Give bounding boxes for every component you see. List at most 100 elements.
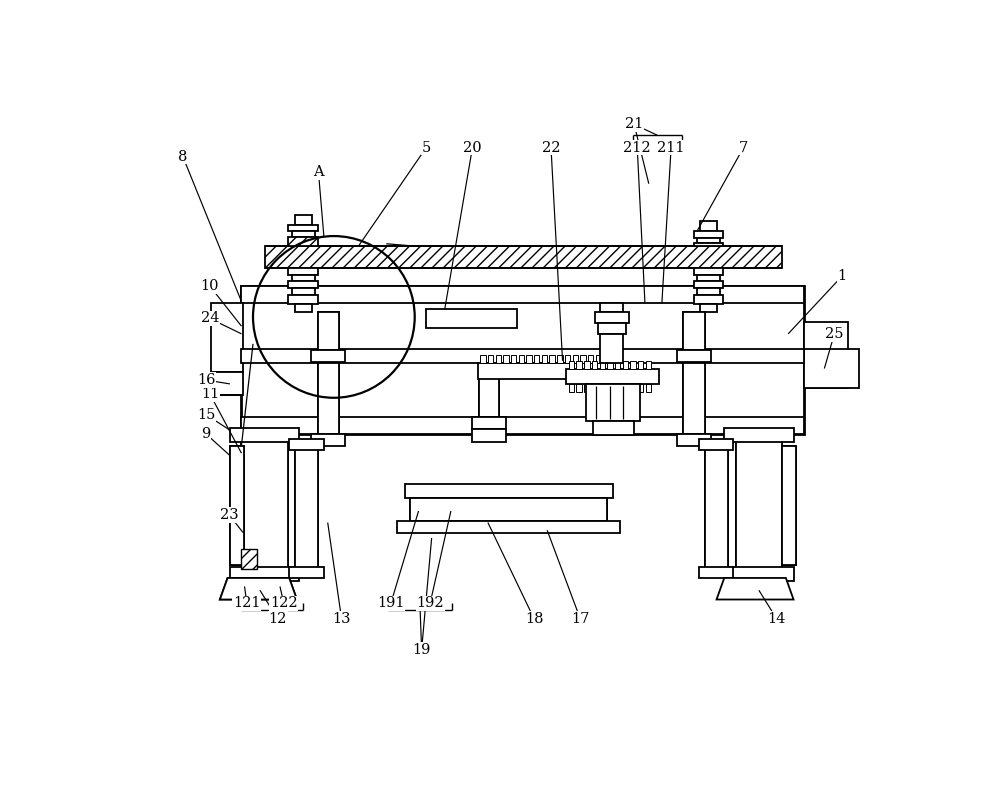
- Bar: [683, 312, 705, 350]
- Bar: [230, 427, 299, 442]
- Bar: [549, 355, 555, 363]
- Bar: [292, 274, 315, 281]
- Bar: [503, 355, 509, 363]
- Bar: [782, 446, 796, 565]
- Bar: [700, 220, 717, 231]
- Text: 211: 211: [657, 140, 685, 155]
- Bar: [694, 243, 723, 246]
- Bar: [295, 446, 318, 573]
- Text: 17: 17: [571, 611, 589, 626]
- Text: 22: 22: [542, 140, 560, 155]
- Text: 24: 24: [201, 312, 219, 325]
- Bar: [694, 268, 723, 274]
- Bar: [592, 384, 597, 392]
- Bar: [318, 312, 339, 350]
- Bar: [542, 355, 547, 363]
- Bar: [588, 355, 593, 363]
- Bar: [697, 274, 720, 281]
- Bar: [630, 361, 636, 369]
- Bar: [615, 361, 620, 369]
- Bar: [700, 304, 717, 312]
- Bar: [288, 268, 318, 274]
- Bar: [534, 355, 539, 363]
- Bar: [288, 281, 318, 288]
- Bar: [519, 355, 524, 363]
- Text: 5: 5: [422, 140, 431, 155]
- Bar: [699, 567, 733, 578]
- Bar: [638, 361, 643, 369]
- Bar: [241, 434, 288, 573]
- Bar: [677, 434, 711, 446]
- Bar: [295, 446, 318, 573]
- Text: 14: 14: [767, 611, 786, 626]
- Bar: [697, 288, 720, 294]
- Bar: [611, 355, 616, 363]
- Bar: [496, 355, 501, 363]
- Bar: [576, 361, 582, 369]
- Text: 12: 12: [268, 611, 287, 626]
- Text: A: A: [313, 165, 324, 179]
- Bar: [472, 429, 506, 442]
- Bar: [705, 446, 728, 573]
- Text: 21: 21: [625, 117, 643, 132]
- Bar: [630, 384, 636, 392]
- Text: 18: 18: [525, 611, 543, 626]
- Bar: [623, 384, 628, 392]
- Bar: [573, 355, 578, 363]
- Bar: [318, 312, 339, 350]
- Polygon shape: [717, 578, 794, 600]
- Text: 16: 16: [197, 373, 215, 387]
- Bar: [241, 434, 288, 573]
- Text: 15: 15: [197, 408, 215, 422]
- Bar: [607, 384, 613, 392]
- Bar: [566, 369, 659, 384]
- Bar: [488, 355, 493, 363]
- Bar: [603, 355, 609, 363]
- Bar: [311, 350, 345, 362]
- Bar: [736, 434, 782, 573]
- Bar: [318, 363, 339, 434]
- Bar: [677, 350, 711, 362]
- Bar: [600, 334, 623, 363]
- Bar: [683, 363, 705, 434]
- Bar: [705, 446, 728, 573]
- Bar: [241, 286, 804, 303]
- Text: 1: 1: [837, 269, 847, 283]
- Bar: [479, 363, 499, 417]
- Bar: [292, 232, 315, 237]
- Bar: [526, 355, 532, 363]
- Bar: [683, 363, 705, 434]
- Bar: [511, 355, 516, 363]
- Bar: [596, 355, 601, 363]
- Bar: [478, 363, 632, 378]
- Bar: [697, 238, 720, 243]
- Bar: [804, 349, 859, 388]
- Text: 11: 11: [201, 387, 219, 401]
- Bar: [584, 384, 590, 392]
- Bar: [646, 361, 651, 369]
- Bar: [472, 417, 506, 429]
- Bar: [724, 427, 794, 442]
- Bar: [241, 286, 804, 434]
- Bar: [405, 484, 613, 498]
- Bar: [289, 567, 324, 578]
- Bar: [607, 361, 613, 369]
- Bar: [557, 355, 563, 363]
- Bar: [584, 361, 590, 369]
- Text: 9: 9: [201, 427, 211, 441]
- Bar: [288, 237, 318, 246]
- Bar: [288, 294, 318, 304]
- Text: 23: 23: [220, 508, 238, 522]
- Bar: [480, 355, 486, 363]
- Bar: [782, 446, 796, 565]
- Bar: [593, 421, 634, 435]
- Bar: [586, 384, 640, 421]
- Bar: [724, 567, 794, 581]
- Bar: [576, 384, 582, 392]
- Bar: [600, 361, 605, 369]
- Text: 121: 121: [233, 596, 261, 611]
- Bar: [318, 363, 339, 434]
- Bar: [736, 434, 782, 573]
- Bar: [241, 349, 804, 363]
- Text: 13: 13: [332, 611, 351, 626]
